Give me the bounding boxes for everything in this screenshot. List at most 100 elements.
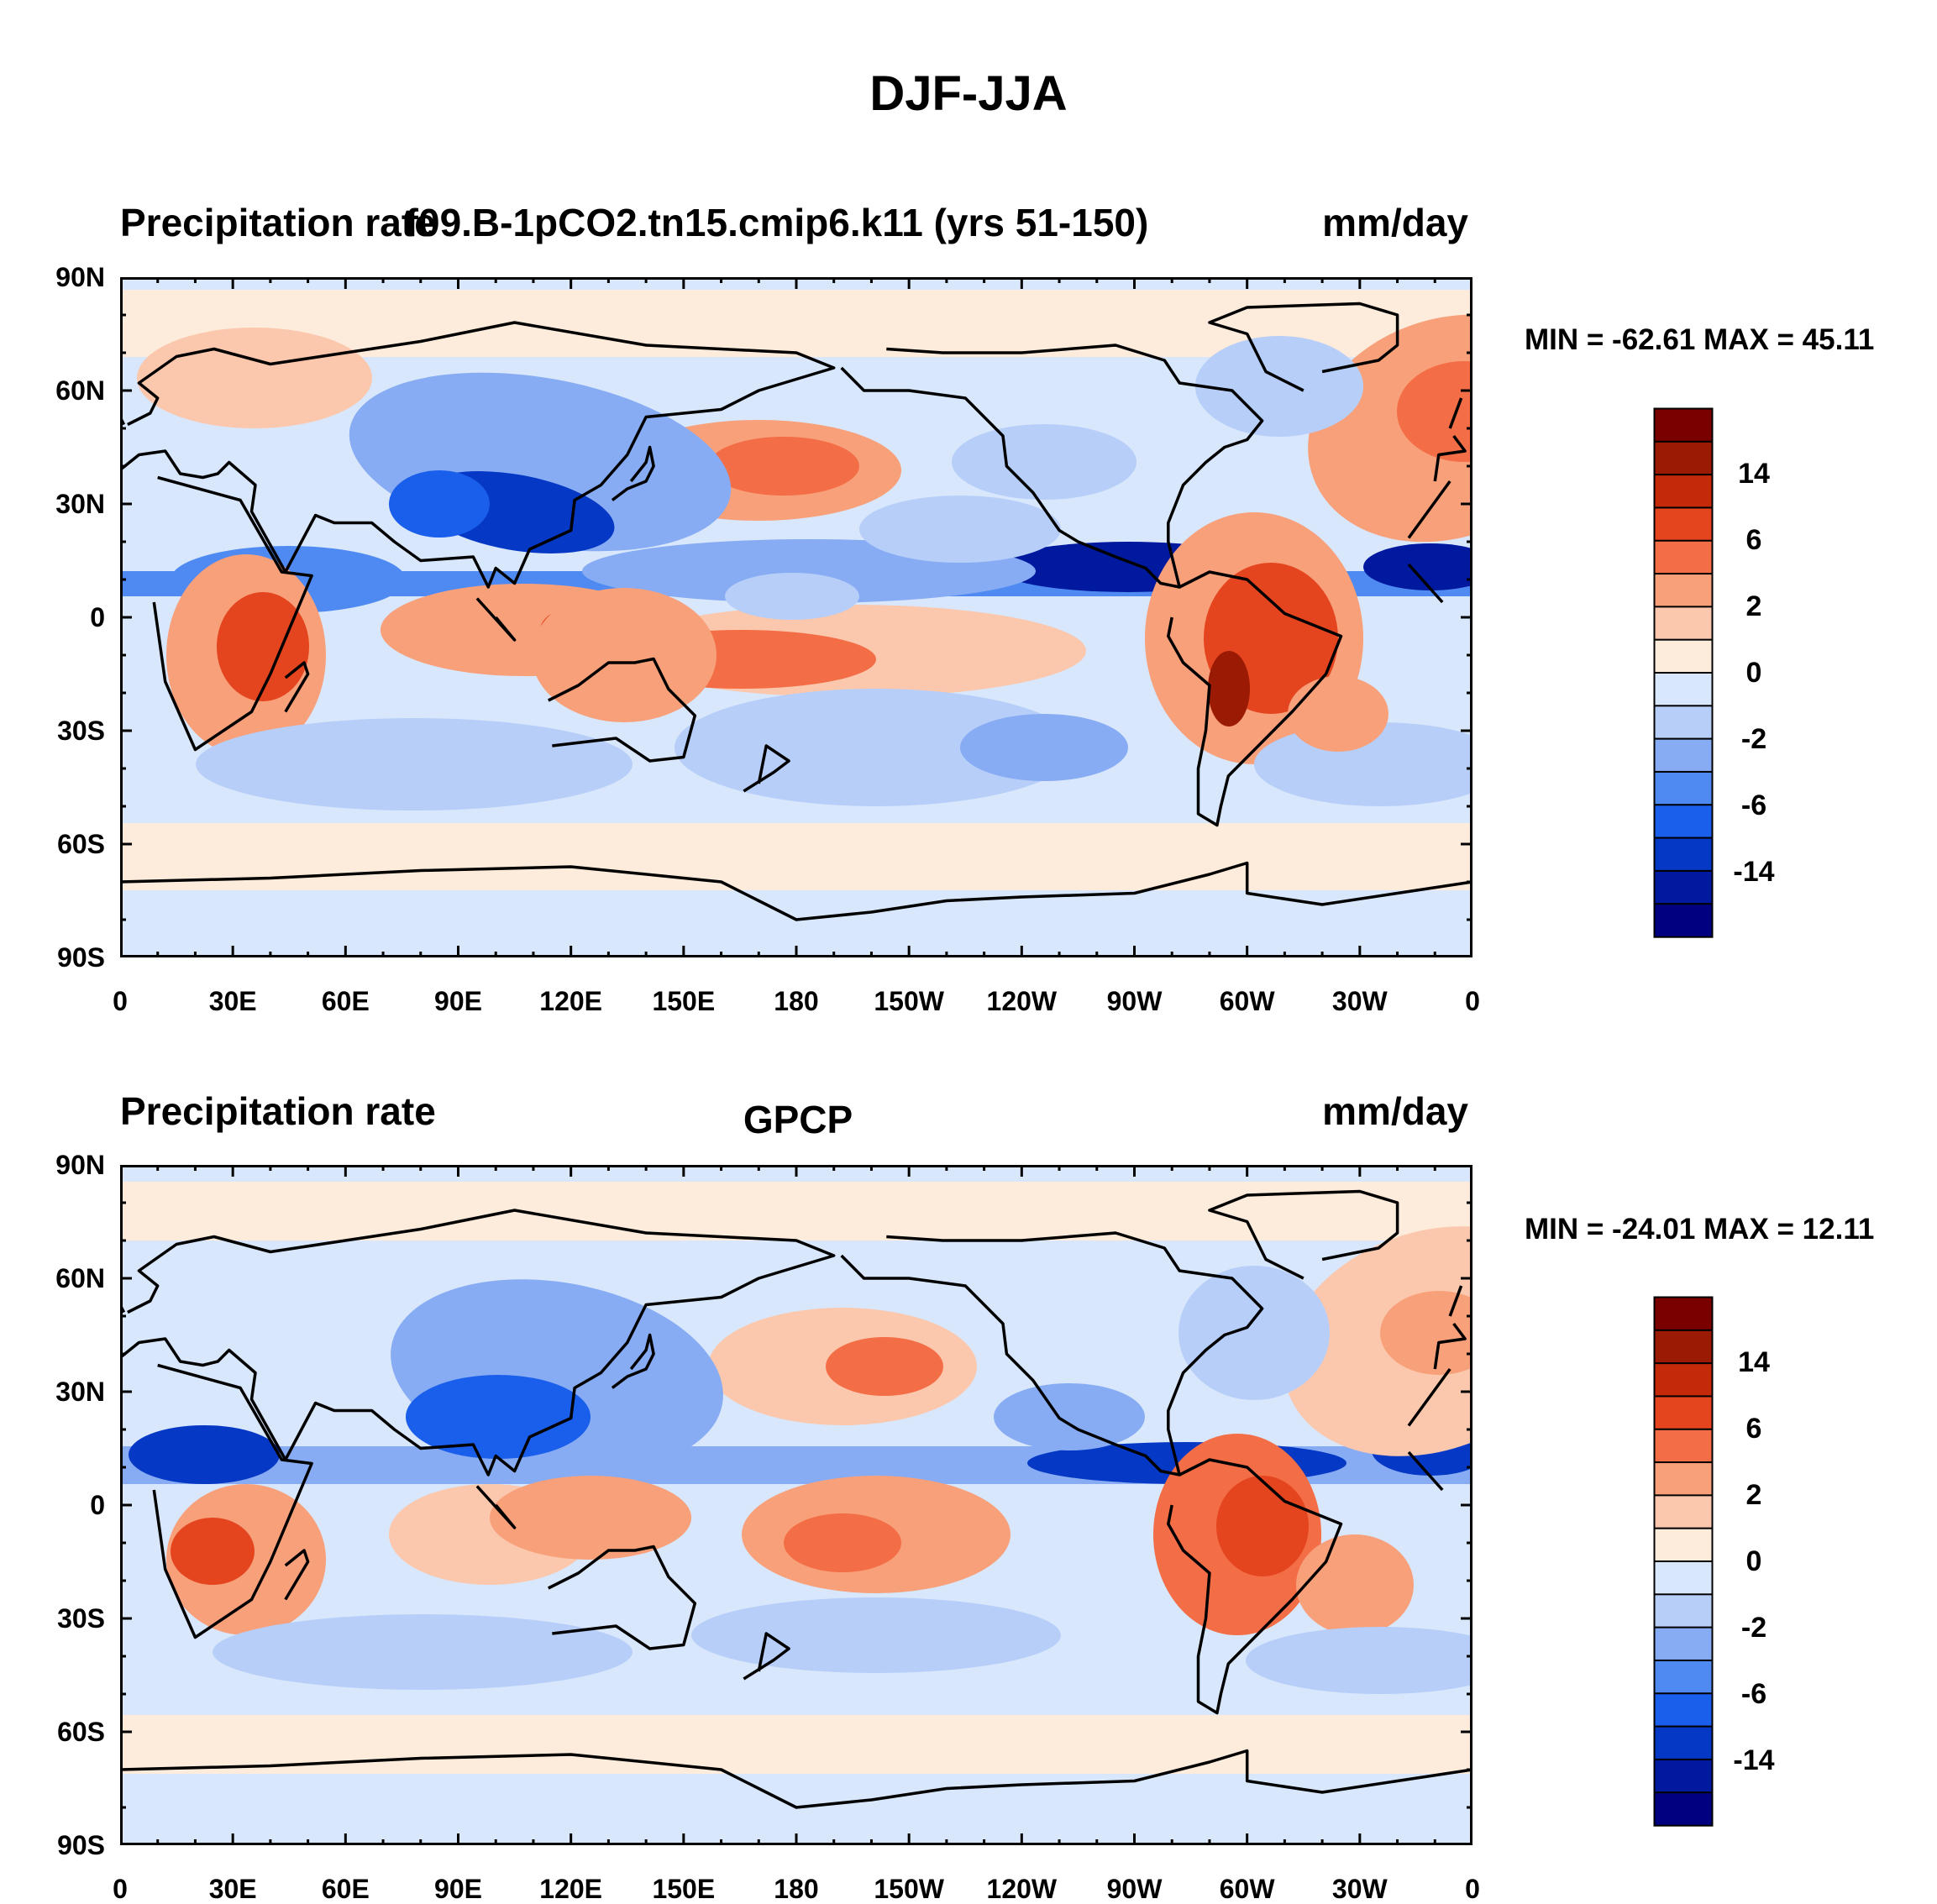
lon-tick-label: 30E: [208, 1874, 257, 1904]
north-pacific-core: [826, 1337, 943, 1396]
canada-neg: [1195, 336, 1363, 437]
labelbar-box: [1653, 474, 1714, 509]
lon-tick-label: 0: [113, 1874, 128, 1904]
labelbar-label: 14: [1738, 1346, 1770, 1378]
lon-tick-label: 0: [1465, 1874, 1480, 1904]
labelbar-box: [1653, 573, 1714, 608]
panel2-center-title: GPCP: [743, 1098, 853, 1141]
lat-tick-label: 30S: [57, 1603, 105, 1634]
lat-tick-label: 30N: [55, 1377, 105, 1407]
lat-tick-label: 90N: [55, 262, 105, 292]
lat-tick-label: 90S: [57, 942, 105, 973]
south-america-core: [1216, 1476, 1309, 1576]
lat-tick-label: 60N: [55, 375, 105, 406]
coastline-0: [152, 475, 1451, 752]
southern-indian-neg: [213, 1614, 633, 1690]
coastline-4: [1167, 1458, 1343, 1715]
labelbar-box: [1653, 606, 1714, 641]
panel1-center-title: f09.B-1pCO2.tn15.cmip6.k11 (yrs 51-150): [405, 201, 1149, 244]
coastline-1: [120, 1209, 1467, 1477]
lon-tick-label: 90E: [434, 986, 482, 1016]
south-atlantic-pos: [1288, 676, 1388, 752]
labelbar-label: -6: [1740, 789, 1767, 821]
lat-tick-label: 0: [90, 602, 105, 632]
lat-tick-label: 90N: [55, 1150, 105, 1180]
labelbar-box: [1653, 804, 1714, 839]
labelbar-box: [1653, 440, 1714, 476]
labelbar-box: [1653, 1395, 1714, 1430]
lat-tick-label: 30S: [57, 716, 105, 746]
labelbar-box: [1653, 638, 1714, 674]
lon-tick-label: 60E: [321, 1874, 370, 1904]
north-pacific-core: [708, 437, 859, 496]
lon-tick-label: 90E: [434, 1874, 482, 1904]
labelbar-box: [1653, 1659, 1714, 1695]
antarctic-band-pos: [120, 1715, 1472, 1774]
lon-tick-label: 90W: [1106, 986, 1163, 1016]
lat-tick-label: 0: [90, 1490, 105, 1520]
map-frame: [120, 1165, 1472, 1845]
panel1-left-title: Precipitation rate: [120, 201, 436, 244]
panel1-minmax: MIN = -62.61 MAX = 45.11: [1525, 323, 1875, 356]
lon-tick-label: 150E: [652, 1874, 716, 1904]
labelbar-label: 0: [1745, 657, 1762, 689]
coastline-9: [475, 597, 517, 642]
spcz-core: [784, 1513, 901, 1572]
coastline-1: [120, 321, 1467, 589]
south-atlantic-pos: [1296, 1534, 1414, 1635]
coastline-11: [284, 1549, 310, 1601]
lon-tick-label: 0: [113, 986, 128, 1016]
labelbar-box: [1653, 1362, 1714, 1398]
labelbar-box: [1653, 869, 1714, 905]
north-america-neg: [1178, 1266, 1330, 1400]
lon-tick-label: 120W: [986, 1874, 1058, 1904]
coastlines: [120, 1189, 1472, 1845]
andes-core: [1208, 651, 1250, 726]
south-pacific-core: [960, 714, 1128, 781]
labelbar-label: 2: [1745, 1479, 1762, 1511]
labelbar-box: [1653, 1296, 1714, 1331]
labelbar-label: -6: [1740, 1678, 1767, 1710]
coastline-8: [611, 1333, 655, 1389]
lon-tick-label: 60W: [1219, 986, 1275, 1016]
central-pacific-neg: [725, 573, 859, 620]
labelbar-box: [1653, 1527, 1714, 1563]
maritime-pos: [490, 1476, 691, 1560]
panel1-labelbar: [1653, 407, 1714, 938]
labelbar-box: [1653, 1626, 1714, 1662]
itcz-atlantic: [1363, 543, 1472, 590]
figure-title: DJF-JJA: [869, 66, 1068, 121]
lat-tick-label: 90S: [57, 1830, 105, 1860]
lon-tick-label: 180: [774, 1874, 819, 1904]
lat-tick-label: 60S: [57, 829, 105, 859]
coastline-2: [548, 1545, 697, 1650]
labelbar-box: [1653, 1329, 1714, 1365]
labelbar-box: [1653, 1692, 1714, 1728]
lon-tick-label: 120E: [539, 1874, 603, 1904]
labelbar-label: 6: [1745, 1413, 1762, 1445]
australia-pos: [532, 588, 717, 722]
labelbar-box: [1653, 1725, 1714, 1761]
labelbar-box: [1653, 1791, 1714, 1827]
labelbar-box: [1653, 506, 1714, 542]
southern-africa-core: [171, 1518, 255, 1585]
labelbar-box: [1653, 1494, 1714, 1529]
north-atlantic-core: [1380, 1291, 1472, 1375]
lon-tick-label: 30W: [1331, 986, 1388, 1016]
labelbar-box: [1653, 672, 1714, 707]
coastline-10: [743, 744, 790, 793]
coastline-6: [120, 861, 1472, 957]
lon-tick-label: 180: [774, 986, 819, 1016]
panel1-map: [120, 277, 1472, 957]
central-america-neg: [994, 1383, 1145, 1450]
panel1-right-title: mm/day: [1322, 201, 1468, 244]
coastline-0: [152, 1363, 1451, 1639]
lat-tick-label: 60S: [57, 1717, 105, 1747]
panel2-left-title: Precipitation rate: [120, 1089, 436, 1133]
labelbar-label: -14: [1733, 856, 1775, 888]
lon-tick-label: 90W: [1106, 1874, 1163, 1904]
east-asia-core: [406, 1375, 591, 1459]
lon-tick-label: 30W: [1331, 1874, 1388, 1904]
southern-indian-neg: [196, 718, 633, 810]
europe-pos: [137, 328, 372, 428]
